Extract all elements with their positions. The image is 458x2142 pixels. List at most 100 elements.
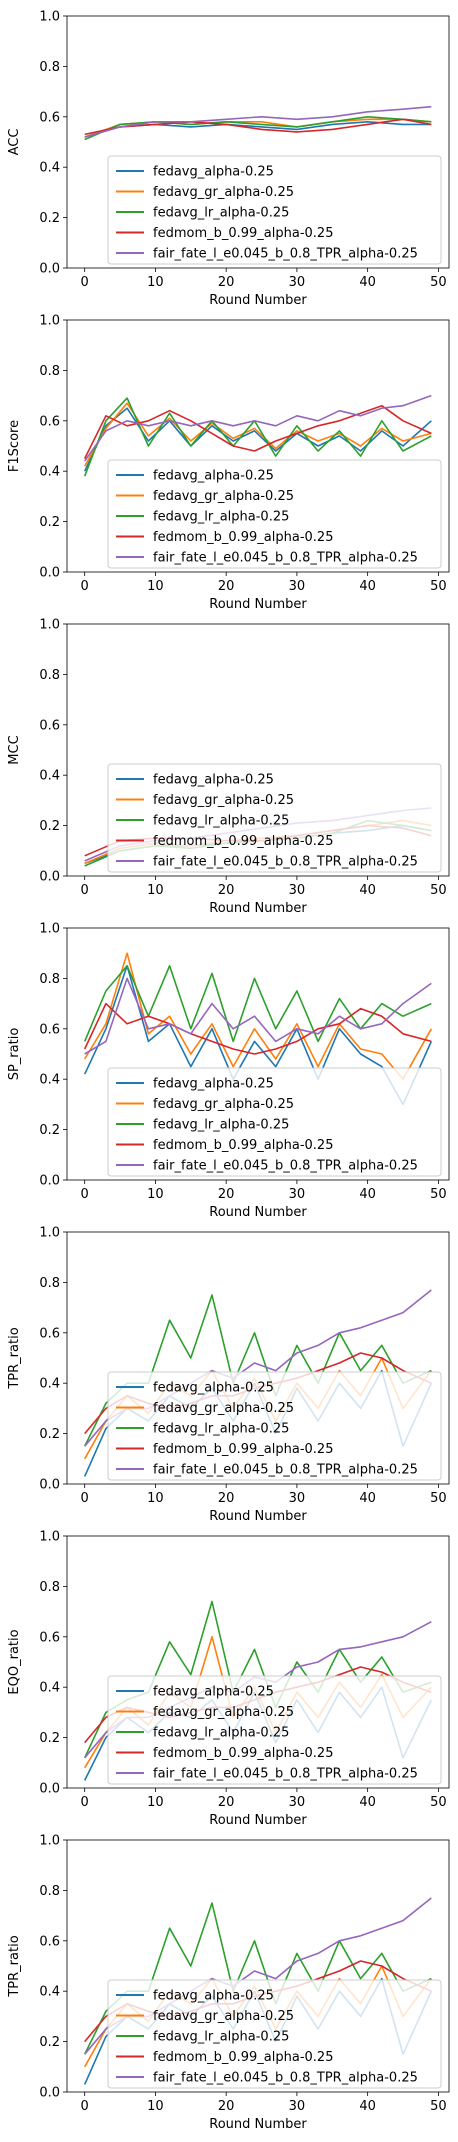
x-tick-label: 30: [289, 275, 306, 290]
y-tick-label: 1.0: [39, 10, 60, 25]
x-axis-label: Round Number: [209, 901, 307, 916]
x-tick-label: 30: [289, 1795, 306, 1810]
legend-box: [107, 1371, 442, 1481]
series-lines: [83, 952, 433, 1106]
y-tick-label: 0.6: [39, 718, 60, 733]
y-tick-label: 0.6: [39, 1326, 60, 1341]
series-line-3: [83, 964, 432, 1043]
legend-label-1: fedavg_alpha-0.25: [153, 1381, 274, 1396]
legend-label-2: fedavg_gr_alpha-0.25: [153, 2009, 294, 2024]
legend-label-5: fair_fate_l_e0.045_b_0.8_TPR_alpha-0.25: [153, 247, 418, 262]
y-tick-label: 0.8: [39, 1580, 60, 1595]
y-tick-label: 0.6: [39, 1022, 60, 1037]
legend: fedavg_alpha-0.25 fedavg_gr_alpha-0.25fed…: [107, 155, 442, 265]
series-line-4: [83, 404, 432, 459]
series-line-5: [84, 977, 432, 1055]
x-tick-label: 20: [218, 1795, 235, 1810]
y-tick-label: 0.8: [39, 1276, 60, 1291]
x-tick-label: 10: [147, 2099, 164, 2114]
x-tick-label: 0: [81, 1491, 89, 1506]
chart-panel-2: 0 10 20 30 40 50 0.0 0.2 0.4 0.6 0.8 1.0 fedavg_alph…: [7, 314, 450, 612]
x-tick-label: 40: [359, 1187, 376, 1202]
plot-frame: [66, 1839, 450, 2093]
y-tick-label: 0.8: [39, 364, 60, 379]
legend-label-3: fedavg_lr_alpha-0.25: [153, 814, 289, 829]
chart-panel-7: 0 10 20 30 40 50 0.0 0.2 0.4 0.6 0.8 1.0 fedavg_alph…: [7, 1834, 450, 2132]
plot-frame: [66, 319, 450, 573]
x-tick-label: 40: [359, 2099, 376, 2114]
x-tick-label: 10: [147, 1187, 164, 1202]
y-tick-label: 0.4: [39, 1985, 60, 2000]
x-tick-label: 50: [430, 579, 447, 594]
legend-label-5: fair_fate_l_e0.045_b_0.8_TPR_alpha-0.25: [153, 1159, 418, 1174]
legend-box: [107, 1979, 442, 2089]
series-line-2: [84, 952, 432, 1080]
series-line-1: [83, 964, 433, 1106]
x-tick-label: 10: [147, 579, 164, 594]
x-tick-label: 50: [430, 2099, 447, 2114]
chart-panel-3: 0 10 20 30 40 50 0.0 0.2 0.4 0.6 0.8 1.0 fedavg_alph…: [7, 618, 450, 916]
y-axis-label: ACC: [7, 129, 22, 156]
series-line-5: [84, 394, 432, 462]
x-tick-label: 20: [218, 579, 235, 594]
legend: fedavg_alpha-0.25 fedavg_gr_alpha-0.25fed…: [107, 1371, 442, 1481]
chart-panel-1: 0 10 20 30 40 50 0.0 0.2 0.4 0.6 0.8 1.0 fedavg_alph…: [7, 10, 450, 308]
x-tick-label: 40: [359, 1795, 376, 1810]
series-line-5: [84, 105, 432, 138]
legend-label-1: fedavg_alpha-0.25: [153, 1685, 274, 1700]
legend: fedavg_alpha-0.25 fedavg_gr_alpha-0.25fed…: [107, 1675, 442, 1785]
x-tick-label: 20: [218, 2099, 235, 2114]
x-tick-label: 0: [81, 579, 89, 594]
legend-label-4: fedmom_b_0.99_alpha-0.25: [153, 530, 333, 545]
y-tick-label: 0.4: [39, 465, 60, 480]
y-tick-label: 0.0: [39, 1782, 60, 1797]
x-tick-label: 0: [81, 883, 89, 898]
y-tick-label: 0.8: [39, 668, 60, 683]
y-axis-label: TPR_ratio: [7, 1935, 22, 1997]
legend-label-2: fedavg_gr_alpha-0.25: [153, 489, 294, 504]
series-lines: [84, 105, 432, 141]
y-tick-label: 1.0: [39, 922, 60, 937]
legend-box: [107, 459, 442, 569]
legend-label-1: fedavg_alpha-0.25: [153, 469, 274, 484]
chart-panel-6: 0 10 20 30 40 50 0.0 0.2 0.4 0.6 0.8 1.0 fedavg_alph…: [7, 1530, 450, 1828]
chart-panel-5: 0 10 20 30 40 50 0.0 0.2 0.4 0.6 0.8 1.0 fedavg_alph…: [7, 1226, 450, 1524]
legend-label-5: fair_fate_l_e0.045_b_0.8_TPR_alpha-0.25: [153, 551, 418, 566]
legend-box: [107, 1675, 442, 1785]
x-tick-label: 10: [147, 275, 164, 290]
y-tick-label: 0.4: [39, 161, 60, 176]
legend-label-5: fair_fate_l_e0.045_b_0.8_TPR_alpha-0.25: [153, 855, 418, 870]
legend-box: [107, 763, 442, 873]
y-tick-label: 1.0: [39, 1226, 60, 1241]
x-axis-label: Round Number: [209, 597, 307, 612]
y-tick-label: 0.6: [39, 414, 60, 429]
x-axis-label: Round Number: [209, 1205, 307, 1220]
legend-label-5: fair_fate_l_e0.045_b_0.8_TPR_alpha-0.25: [153, 1767, 418, 1782]
x-tick-label: 40: [359, 275, 376, 290]
y-tick-label: 0.4: [39, 1377, 60, 1392]
x-tick-label: 30: [289, 579, 306, 594]
plot-frame: [66, 623, 450, 877]
legend-label-4: fedmom_b_0.99_alpha-0.25: [153, 226, 333, 241]
x-axis-label: Round Number: [209, 293, 307, 308]
x-tick-label: 50: [430, 1187, 447, 1202]
plot-frame: [66, 927, 450, 1181]
legend-label-4: fedmom_b_0.99_alpha-0.25: [153, 1138, 333, 1153]
x-tick-label: 30: [289, 1491, 306, 1506]
y-tick-label: 0.4: [39, 769, 60, 784]
y-tick-label: 0.0: [39, 566, 60, 581]
plot-frame: [66, 15, 450, 269]
x-tick-label: 10: [147, 1491, 164, 1506]
legend-label-2: fedavg_gr_alpha-0.25: [153, 185, 294, 200]
legend-label-2: fedavg_gr_alpha-0.25: [153, 1705, 294, 1720]
x-tick-label: 50: [430, 275, 447, 290]
y-tick-label: 1.0: [39, 314, 60, 329]
y-tick-label: 0.0: [39, 262, 60, 277]
x-tick-label: 0: [81, 1795, 89, 1810]
y-tick-label: 0.2: [39, 819, 60, 834]
y-axis-label: EQO_ratio: [7, 1629, 22, 1694]
y-tick-label: 0.8: [39, 972, 60, 987]
legend-label-2: fedavg_gr_alpha-0.25: [153, 1097, 294, 1112]
y-axis-label: TPR_ratio: [7, 1327, 22, 1389]
